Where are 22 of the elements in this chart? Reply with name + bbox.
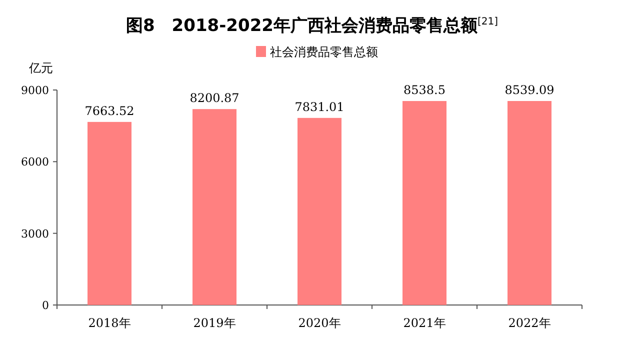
data-label: 8539.09 <box>504 83 554 98</box>
bar <box>88 122 132 305</box>
x-tick-label: 2022年 <box>508 316 551 330</box>
y-tick-label: 6000 <box>21 156 49 169</box>
data-label: 8200.87 <box>190 91 240 106</box>
bar <box>508 101 552 305</box>
chart-title: 图8 2018-2022年广西社会消费品零售总额$^{[21]}$ <box>124 15 500 37</box>
y-tick-label: 3000 <box>21 227 49 240</box>
legend-label: 社会消费品零售总额 <box>270 45 378 59</box>
data-label: 7663.52 <box>84 104 134 118</box>
y-axis-title: 亿元 <box>28 61 53 75</box>
x-tick-label: 2018年 <box>88 316 131 330</box>
bar <box>192 109 236 305</box>
x-tick-label: 2019年 <box>193 316 236 330</box>
bar <box>298 118 342 305</box>
data-label: 7831.01 <box>294 100 344 114</box>
data-label: 8538.5 <box>404 83 446 98</box>
x-tick-label: 2020年 <box>298 316 341 330</box>
bar <box>402 101 446 305</box>
x-tick-label: 2021年 <box>403 316 446 330</box>
y-tick-label: 9000 <box>21 84 49 97</box>
y-tick-label: 0 <box>42 299 49 312</box>
